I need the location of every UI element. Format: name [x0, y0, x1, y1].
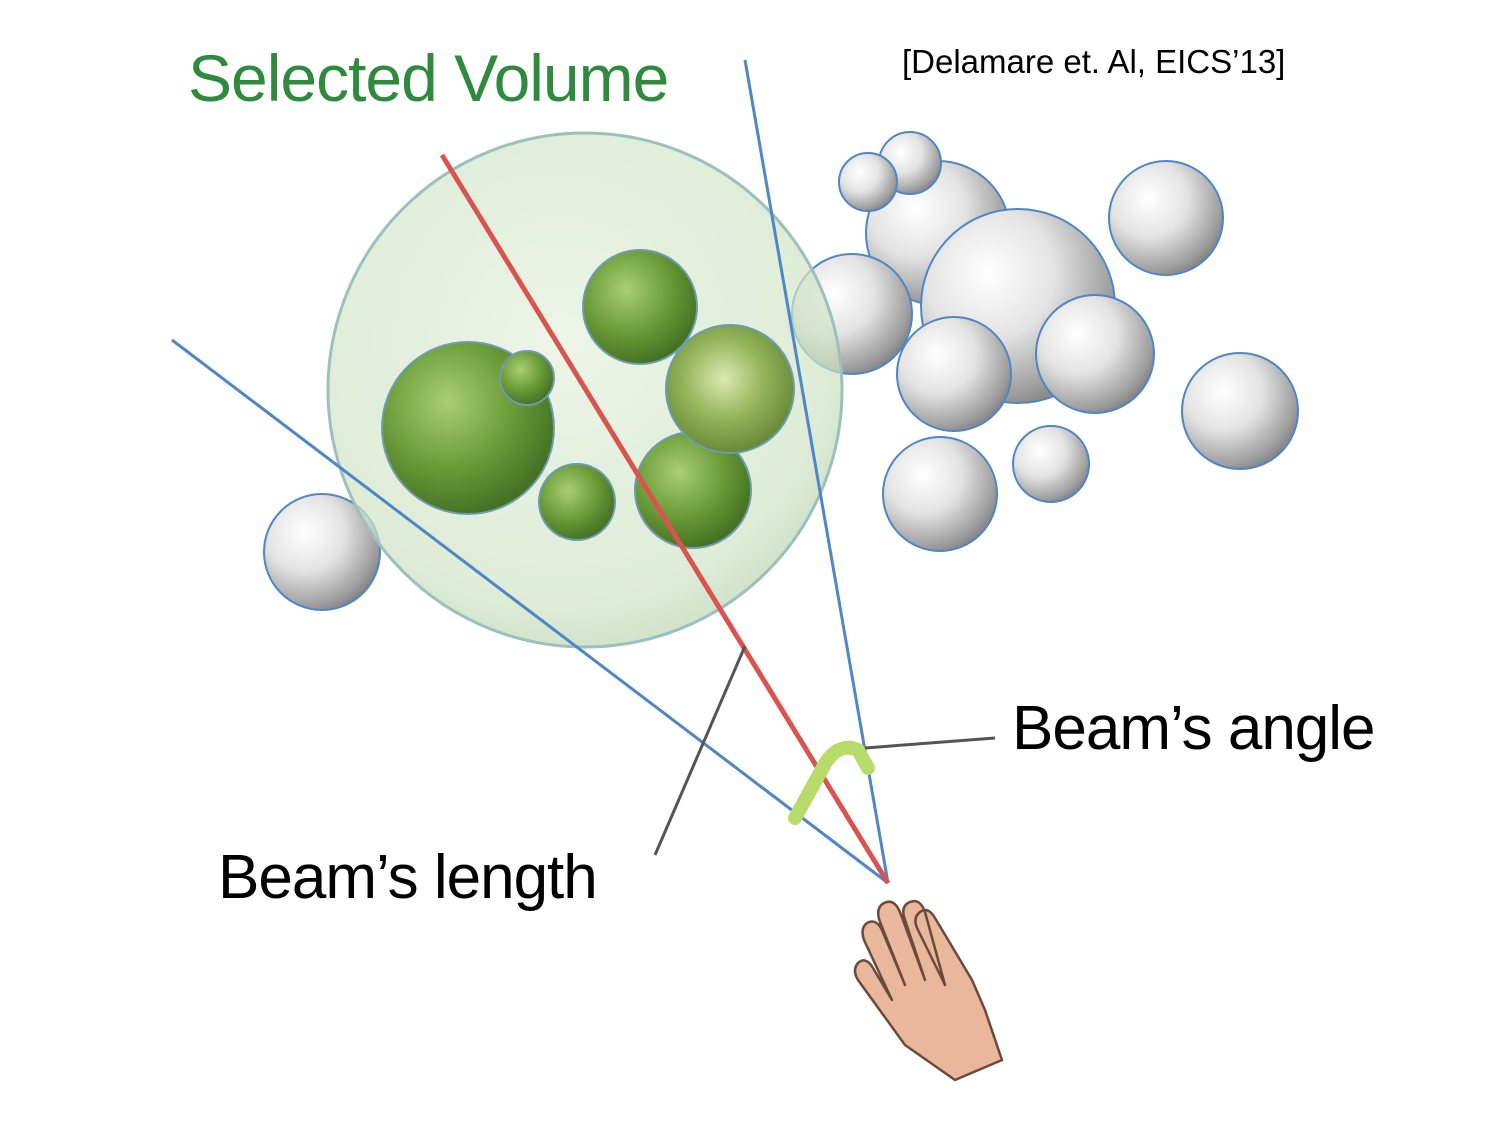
angle-marker	[795, 748, 868, 818]
beam-length-label: Beam’s length	[218, 842, 597, 913]
gray-sphere	[1013, 426, 1089, 502]
green-sphere	[539, 464, 615, 540]
gray-sphere	[1182, 353, 1298, 469]
green-sphere	[666, 325, 794, 453]
green-sphere	[500, 351, 554, 405]
green-sphere	[583, 250, 697, 364]
length-leader-line	[655, 646, 745, 855]
angle-leader-line	[865, 738, 995, 748]
gray-sphere	[897, 317, 1011, 431]
gray-sphere	[839, 153, 897, 211]
selected-volume-title: Selected Volume	[188, 40, 668, 116]
gray-sphere	[1109, 161, 1223, 275]
beam-angle-label: Beam’s angle	[1012, 693, 1375, 764]
citation: [Delamare et. Al, EICS’13]	[902, 43, 1285, 81]
gray-sphere	[883, 437, 997, 551]
hand-icon	[855, 901, 1002, 1080]
gray-sphere	[1036, 295, 1154, 413]
